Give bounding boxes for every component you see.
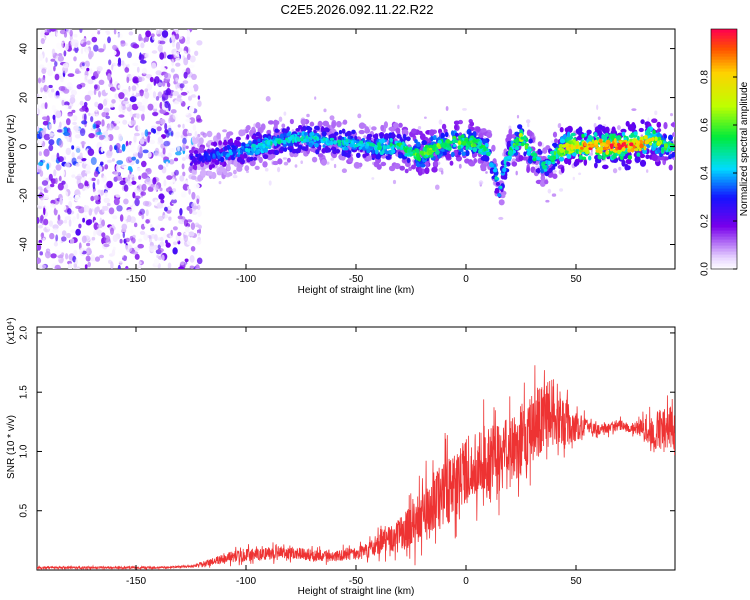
spectrogram-x-tick-label: -50	[349, 274, 364, 285]
snr-x-tick-label: -150	[126, 576, 146, 587]
snr-y-tick-label: 1.0	[19, 444, 30, 458]
snr-y-tick-label: 1.5	[19, 385, 30, 399]
spectrogram-y-ticks: -40 -20 0 20 40	[19, 43, 675, 252]
snr-x-ticks: -150 -100 -50 0 50	[126, 327, 582, 587]
spectrogram-y-tick-label: 40	[19, 43, 30, 55]
snr-x-tick-label: -100	[236, 576, 256, 587]
spectrogram-ridge	[188, 118, 675, 206]
snr-x-axis-label: Height of straight line (km)	[298, 586, 415, 597]
snr-series-line	[37, 365, 675, 570]
snr-x-tick-label: 50	[570, 576, 582, 587]
spectrogram-x-ticks: -150 -100 -50 0 50	[126, 29, 582, 285]
snr-x-tick-label: -50	[349, 576, 364, 587]
spectrogram-x-tick-label: 0	[463, 274, 469, 285]
snr-panel: -150 -100 -50 0 50 0.5 1.0 1.5 2.0 Height of st…	[6, 317, 676, 597]
colorbar-tick-label: 0.0	[700, 262, 711, 276]
snr-frame	[36, 326, 676, 571]
spectrogram-y-tick-label: 20	[19, 92, 30, 104]
snr-y-scale-label: (x10⁴)	[6, 317, 17, 344]
spectrogram-panel: -150 -100 -50 0 50 -40 -20 0 20 40 Height of str…	[6, 28, 676, 296]
spectrogram-y-tick-label: -20	[19, 188, 30, 203]
spectrogram-x-axis-label: Height of straight line (km)	[298, 285, 415, 296]
spectrogram-y-axis-label: Frequency (Hz)	[6, 115, 17, 184]
spectrogram-y-tick-label: -40	[19, 237, 30, 252]
colorbar-label: Normalized spectral amplitude	[739, 81, 750, 216]
snr-series-group	[37, 365, 675, 570]
snr-y-tick-label: 0.5	[19, 503, 30, 517]
colorbar-tick-label: 0.8	[700, 70, 711, 84]
colorbar-ticks: 0.0 0.2 0.4 0.6 0.8	[700, 70, 737, 276]
spectrogram-x-tick-label: 50	[570, 274, 582, 285]
colorbar-tick-label: 0.4	[700, 166, 711, 180]
colorbar-tick-label: 0.6	[700, 118, 711, 132]
spectrogram-y-tick-label: 0	[19, 143, 30, 149]
snr-y-ticks: 0.5 1.0 1.5 2.0	[19, 326, 675, 518]
colorbar-frame	[710, 28, 738, 270]
spectrogram-x-tick-label: -100	[236, 274, 256, 285]
spectrogram-noise-cells	[37, 29, 203, 269]
snr-x-tick-label: 0	[463, 576, 469, 587]
snr-y-tick-label: 2.0	[19, 326, 30, 340]
spectrogram-x-tick-label: -150	[126, 274, 146, 285]
colorbar: 0.0 0.2 0.4 0.6 0.8 Normalized spectral ampl…	[700, 28, 750, 276]
chart-title: C2E5.2026.092.11.22.R22	[281, 2, 434, 17]
snr-y-axis-label: SNR (10 * v/v)	[6, 415, 17, 479]
colorbar-tick-label: 0.2	[700, 214, 711, 228]
